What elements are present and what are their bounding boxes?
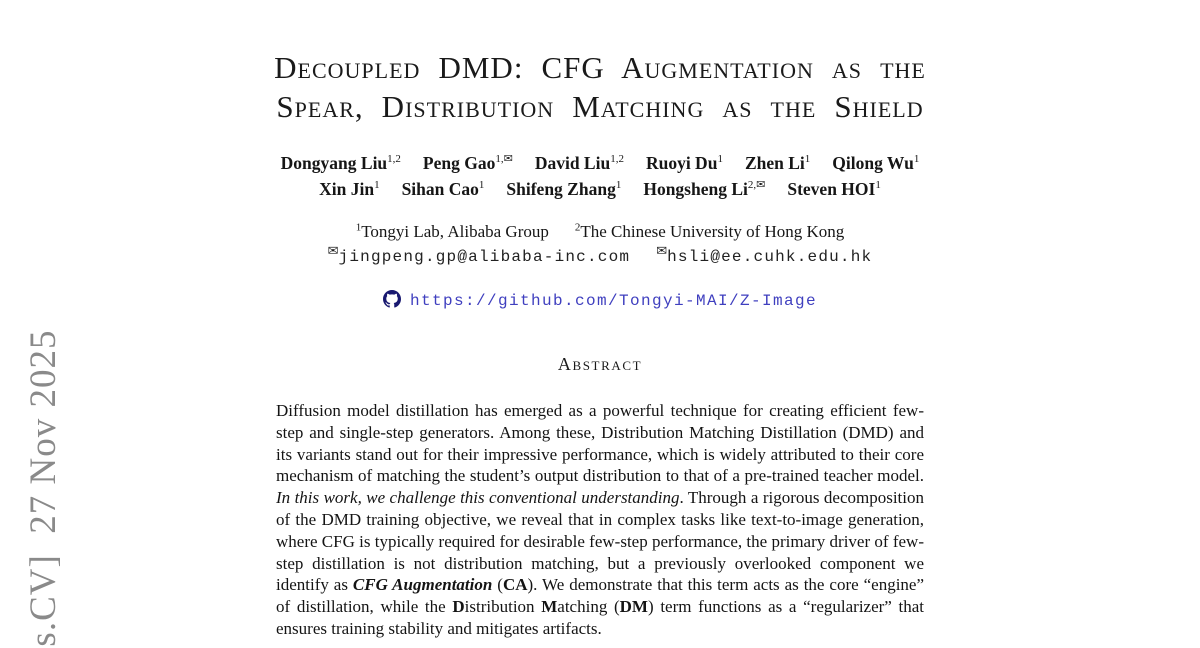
paper-title-line2: Spear, Distribution Matching as the Shie…	[276, 89, 924, 124]
author-affiliation-mark: 1	[875, 179, 881, 192]
github-icon	[382, 290, 401, 308]
author: Zhen Li1	[744, 153, 811, 173]
author-affiliation-mark: 1	[804, 153, 811, 166]
author: Steven HOI1	[787, 179, 881, 199]
affiliation: 2The Chinese University of Hong Kong	[574, 221, 845, 241]
email-address: ✉jingpeng.gp@alibaba-inc.com	[327, 244, 631, 266]
author-affiliation-mark: 1	[478, 179, 485, 192]
author: Hongsheng Li2,✉	[643, 179, 766, 199]
abstract-text: Diffusion model distillation has emerged…	[276, 401, 925, 638]
author-affiliation-mark: 1,2	[610, 153, 624, 166]
authors-row2: Xin Jin1 Sihan Cao1 Shifeng Zhang1 Hongshen…	[200, 176, 1000, 202]
paper-content: Decoupled DMD: CFG Augmentation as the S…	[200, 48, 1000, 640]
abstract-heading: Abstract	[557, 354, 643, 374]
author-affiliation-mark: 1,2	[387, 153, 401, 166]
author-affiliation-mark: 1	[615, 179, 622, 192]
github-repo-link[interactable]: https://github.com/Tongyi-MAI/Z-Image	[409, 292, 818, 310]
paper-title-line1: Decoupled DMD: CFG Augmentation as the	[274, 50, 926, 85]
author: Dongyang Liu1,2	[280, 153, 401, 173]
emails-row: ✉jingpeng.gp@alibaba-inc.com ✉hsli@ee.cuh…	[200, 244, 1000, 266]
author-affiliation-mark: 1	[913, 153, 920, 166]
author-affiliation-mark: 1	[717, 153, 723, 166]
arxiv-sidebar-label: cs.CV] 27 Nov 2025	[23, 329, 64, 648]
author: David Liu1,2	[534, 153, 624, 173]
email-address: ✉hsli@ee.cuhk.edu.hk	[656, 244, 873, 266]
author: Shifeng Zhang1	[506, 179, 622, 199]
authors-row1: Dongyang Liu1,2 Peng Gao1,✉ David Liu1,2 Ru…	[200, 150, 1000, 176]
author: Ruoyi Du1	[645, 153, 723, 173]
envelope-icon: ✉	[327, 244, 339, 259]
author-affiliation-mark: 2,✉	[747, 179, 766, 192]
author-affiliation-mark: 1,✉	[495, 153, 513, 166]
author: Peng Gao1,✉	[422, 153, 513, 173]
affiliation: 1Tongyi Lab, Alibaba Group	[355, 221, 549, 241]
authors-block: Dongyang Liu1,2 Peng Gao1,✉ David Liu1,2 Ru…	[200, 150, 1000, 202]
author: Qilong Wu1	[832, 153, 920, 173]
author: Xin Jin1	[319, 179, 380, 199]
affiliations: 1Tongyi Lab, Alibaba Group 2The Chinese U…	[200, 222, 1000, 242]
author-affiliation-mark: 1	[374, 179, 380, 192]
paper-title: Decoupled DMD: CFG Augmentation as the S…	[200, 48, 1000, 126]
author: Sihan Cao1	[401, 179, 485, 199]
envelope-icon: ✉	[656, 244, 668, 259]
repo-link-row: https://github.com/Tongyi-MAI/Z-Image	[200, 290, 1000, 310]
